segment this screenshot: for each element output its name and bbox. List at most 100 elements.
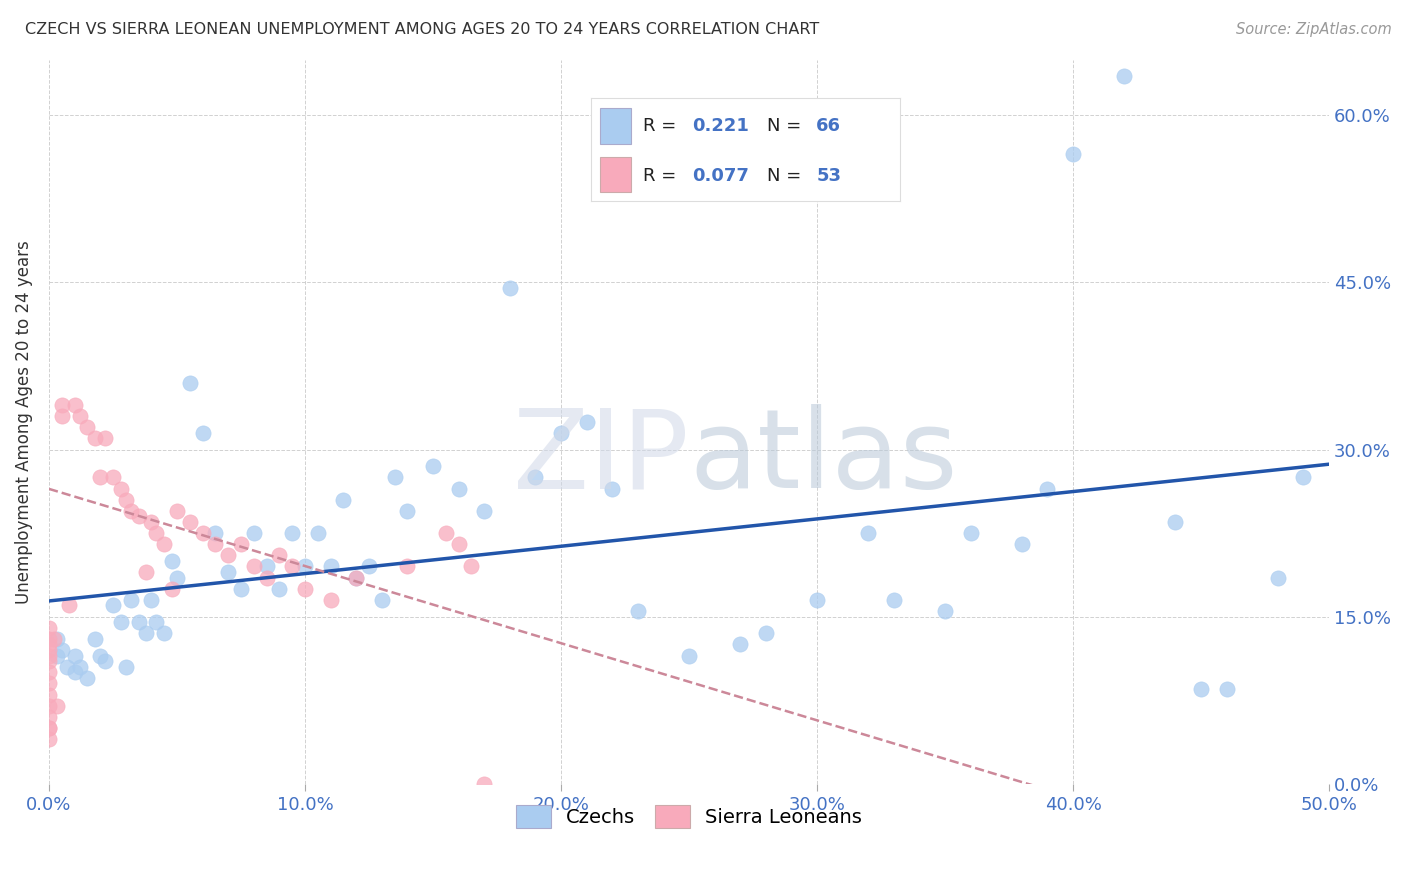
Point xyxy=(856,526,879,541)
Point xyxy=(45,698,67,713)
Point xyxy=(145,526,167,541)
Point xyxy=(179,515,201,529)
Point xyxy=(45,648,67,663)
Point xyxy=(38,710,60,724)
Point xyxy=(114,492,136,507)
Point xyxy=(357,559,380,574)
Point xyxy=(153,537,176,551)
Point xyxy=(934,604,956,618)
Point xyxy=(166,504,188,518)
Text: atlas: atlas xyxy=(689,404,957,511)
Point xyxy=(472,777,495,791)
Point xyxy=(447,482,470,496)
Point xyxy=(269,549,291,563)
Point xyxy=(204,537,226,551)
Point xyxy=(45,632,67,646)
Point xyxy=(94,654,117,668)
FancyBboxPatch shape xyxy=(600,109,631,145)
Point xyxy=(319,559,342,574)
Point xyxy=(344,571,367,585)
Point xyxy=(38,688,60,702)
Text: 0.221: 0.221 xyxy=(693,118,749,136)
Point xyxy=(281,559,304,574)
Point xyxy=(959,526,981,541)
Point xyxy=(883,593,905,607)
Point xyxy=(63,665,86,680)
Point xyxy=(460,559,482,574)
Point xyxy=(63,398,86,412)
Y-axis label: Unemployment Among Ages 20 to 24 years: Unemployment Among Ages 20 to 24 years xyxy=(15,240,32,604)
Point xyxy=(38,721,60,735)
Point xyxy=(447,537,470,551)
Text: 53: 53 xyxy=(817,167,841,185)
Point xyxy=(51,398,73,412)
Point xyxy=(38,698,60,713)
Point xyxy=(42,632,65,646)
Point xyxy=(1164,515,1187,529)
Point xyxy=(499,281,522,295)
Point xyxy=(110,615,132,630)
Point xyxy=(1215,681,1237,696)
Point xyxy=(153,626,176,640)
Point xyxy=(217,549,239,563)
Point xyxy=(396,504,419,518)
Point xyxy=(229,582,252,596)
Point xyxy=(84,431,107,445)
Point xyxy=(166,571,188,585)
Point xyxy=(217,565,239,579)
Point xyxy=(128,509,150,524)
Point xyxy=(120,593,142,607)
Point xyxy=(256,571,278,585)
Point xyxy=(120,504,142,518)
Text: N =: N = xyxy=(766,167,807,185)
Point xyxy=(69,659,91,673)
Point xyxy=(728,638,751,652)
Point xyxy=(806,593,828,607)
Point xyxy=(229,537,252,551)
Point xyxy=(56,659,79,673)
Point xyxy=(344,571,367,585)
Point xyxy=(319,593,342,607)
Point xyxy=(38,732,60,747)
Point xyxy=(678,648,700,663)
Text: ZIP: ZIP xyxy=(513,404,689,511)
Point xyxy=(89,648,111,663)
Point xyxy=(89,470,111,484)
Point xyxy=(1062,147,1084,161)
Point xyxy=(76,671,98,685)
Text: R =: R = xyxy=(643,167,682,185)
Point xyxy=(110,482,132,496)
Point xyxy=(179,376,201,390)
Point xyxy=(269,582,291,596)
Point xyxy=(51,409,73,423)
FancyBboxPatch shape xyxy=(600,157,631,193)
Point xyxy=(38,665,60,680)
Point xyxy=(160,582,183,596)
Point xyxy=(76,420,98,434)
Point xyxy=(1114,70,1136,84)
Text: R =: R = xyxy=(643,118,682,136)
Point xyxy=(145,615,167,630)
Point xyxy=(114,659,136,673)
Point xyxy=(294,582,316,596)
Point xyxy=(422,459,444,474)
Point xyxy=(472,504,495,518)
Point xyxy=(38,621,60,635)
Point xyxy=(524,470,547,484)
Point xyxy=(63,648,86,663)
Point xyxy=(101,470,124,484)
Point xyxy=(281,526,304,541)
Point xyxy=(51,643,73,657)
Point xyxy=(1189,681,1212,696)
Point xyxy=(38,632,60,646)
Point xyxy=(101,599,124,613)
Point xyxy=(755,626,778,640)
Text: CZECH VS SIERRA LEONEAN UNEMPLOYMENT AMONG AGES 20 TO 24 YEARS CORRELATION CHART: CZECH VS SIERRA LEONEAN UNEMPLOYMENT AMO… xyxy=(25,22,820,37)
Point xyxy=(191,526,214,541)
Point xyxy=(242,559,264,574)
Point xyxy=(135,626,157,640)
Point xyxy=(627,604,650,618)
Point xyxy=(191,425,214,440)
Point xyxy=(38,676,60,690)
Point xyxy=(204,526,226,541)
